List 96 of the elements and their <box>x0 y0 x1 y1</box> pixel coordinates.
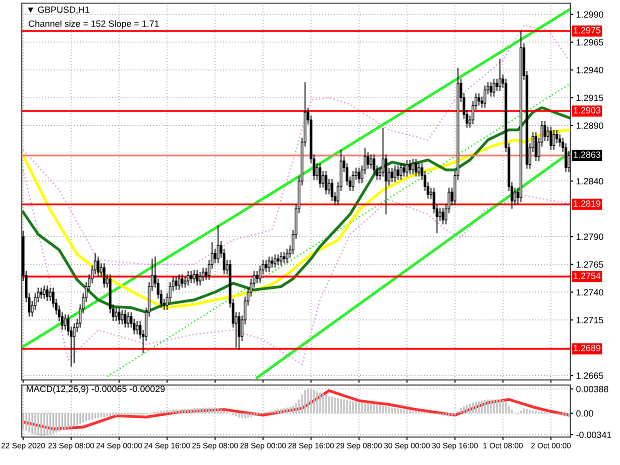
candlestick <box>46 284 48 302</box>
candlestick <box>498 58 502 92</box>
line-series <box>22 169 570 366</box>
candlestick <box>96 256 100 278</box>
y-tick-label: 1.2990 <box>576 11 604 18</box>
candlestick <box>264 259 268 273</box>
candlestick <box>120 309 124 325</box>
candlestick <box>418 162 420 178</box>
y-tick-label: 1.2915 <box>576 94 604 102</box>
ref-line-label: 1.2975 <box>574 27 600 34</box>
candlestick <box>442 207 444 225</box>
candlestick <box>238 312 240 350</box>
candlestick <box>256 270 258 284</box>
y-tick-label: 1.2790 <box>576 234 604 240</box>
candlestick <box>534 132 538 162</box>
candlestick <box>408 159 412 175</box>
candlestick <box>286 248 288 264</box>
ref-line-label: 1.2754 <box>574 272 600 279</box>
y-tick-label: 0.00388 <box>576 386 608 392</box>
y-tick-label: -0.00341 <box>576 432 612 438</box>
candlestick <box>490 82 492 98</box>
candlestick <box>126 312 130 328</box>
candlestick <box>382 127 384 178</box>
candlestick <box>136 320 138 335</box>
candlestick <box>192 269 196 284</box>
candlestick <box>544 120 546 142</box>
candlestick <box>394 164 396 183</box>
candlestick <box>178 274 180 290</box>
y-tick-label: 0.00 <box>576 410 594 417</box>
candlestick <box>414 158 418 178</box>
candlestick <box>280 252 282 266</box>
candlestick <box>330 178 334 202</box>
candlestick <box>214 248 216 264</box>
candlestick <box>370 154 372 170</box>
candlestick <box>124 309 126 328</box>
candlestick <box>546 126 550 142</box>
candlestick <box>552 129 556 150</box>
candlestick <box>64 314 66 330</box>
candlestick <box>196 269 198 286</box>
candlestick <box>556 129 558 144</box>
candlestick <box>48 287 52 302</box>
chart-title: MACD(12,26,9) -0.00065 -0.00029 <box>26 385 165 394</box>
candlestick <box>328 178 330 195</box>
candlestick <box>216 224 220 264</box>
candlestick <box>190 270 192 284</box>
candlestick <box>322 170 324 188</box>
y-tick-label: 1.2740 <box>576 289 604 296</box>
candlestick <box>72 322 76 364</box>
candlestick <box>492 78 496 98</box>
y-tick-label: 1.2890 <box>576 122 604 129</box>
candlestick <box>550 126 552 150</box>
candlestick <box>114 307 118 322</box>
y-tick-label: 1.2665 <box>576 372 604 379</box>
y-tick-label: 1.2965 <box>576 39 604 46</box>
candlestick <box>412 158 414 175</box>
candlestick <box>352 170 354 192</box>
candlestick <box>324 170 328 195</box>
y-tick-label: 1.2840 <box>576 178 604 184</box>
candlestick <box>268 256 270 273</box>
ref-line-label: 1.2689 <box>574 344 600 352</box>
candlestick <box>366 152 370 170</box>
candlestick <box>358 167 360 184</box>
candlestick <box>406 159 408 178</box>
candlestick <box>270 256 274 268</box>
y-tick-label: 1.2765 <box>576 261 604 268</box>
candlestick <box>42 284 46 300</box>
candlestick <box>204 267 208 280</box>
y-tick-label: 1.2940 <box>576 66 604 74</box>
ref-line-label: 1.2903 <box>574 107 600 114</box>
annotation: Channel size = 152 Slope = 1.71 <box>28 20 159 29</box>
candlestick <box>478 92 480 106</box>
candlestick <box>274 254 276 268</box>
candlestick <box>186 270 190 286</box>
candlestick <box>174 276 178 290</box>
candlestick <box>118 307 120 325</box>
candlestick <box>102 262 106 288</box>
candlestick <box>400 162 402 180</box>
candlestick <box>202 267 204 282</box>
candlestick <box>282 252 286 264</box>
ref-line-label: 1.2863 <box>574 152 600 158</box>
candlestick <box>514 187 516 206</box>
candlestick <box>316 162 318 180</box>
chart-title: ▼ GBPUSD,H1 <box>28 6 90 14</box>
candlestick <box>438 207 442 222</box>
candlestick <box>396 164 400 180</box>
candlestick <box>318 162 322 188</box>
candlestick <box>180 274 184 288</box>
ref-line-label: 1.2819 <box>574 200 600 207</box>
y-tick-label: 1.2715 <box>576 316 604 324</box>
candlestick <box>496 78 498 92</box>
candlestick <box>402 162 406 178</box>
candlestick <box>568 150 570 173</box>
candlestick <box>276 254 280 266</box>
candlestick <box>484 84 486 108</box>
candlestick <box>390 167 394 183</box>
candlestick <box>198 272 202 286</box>
